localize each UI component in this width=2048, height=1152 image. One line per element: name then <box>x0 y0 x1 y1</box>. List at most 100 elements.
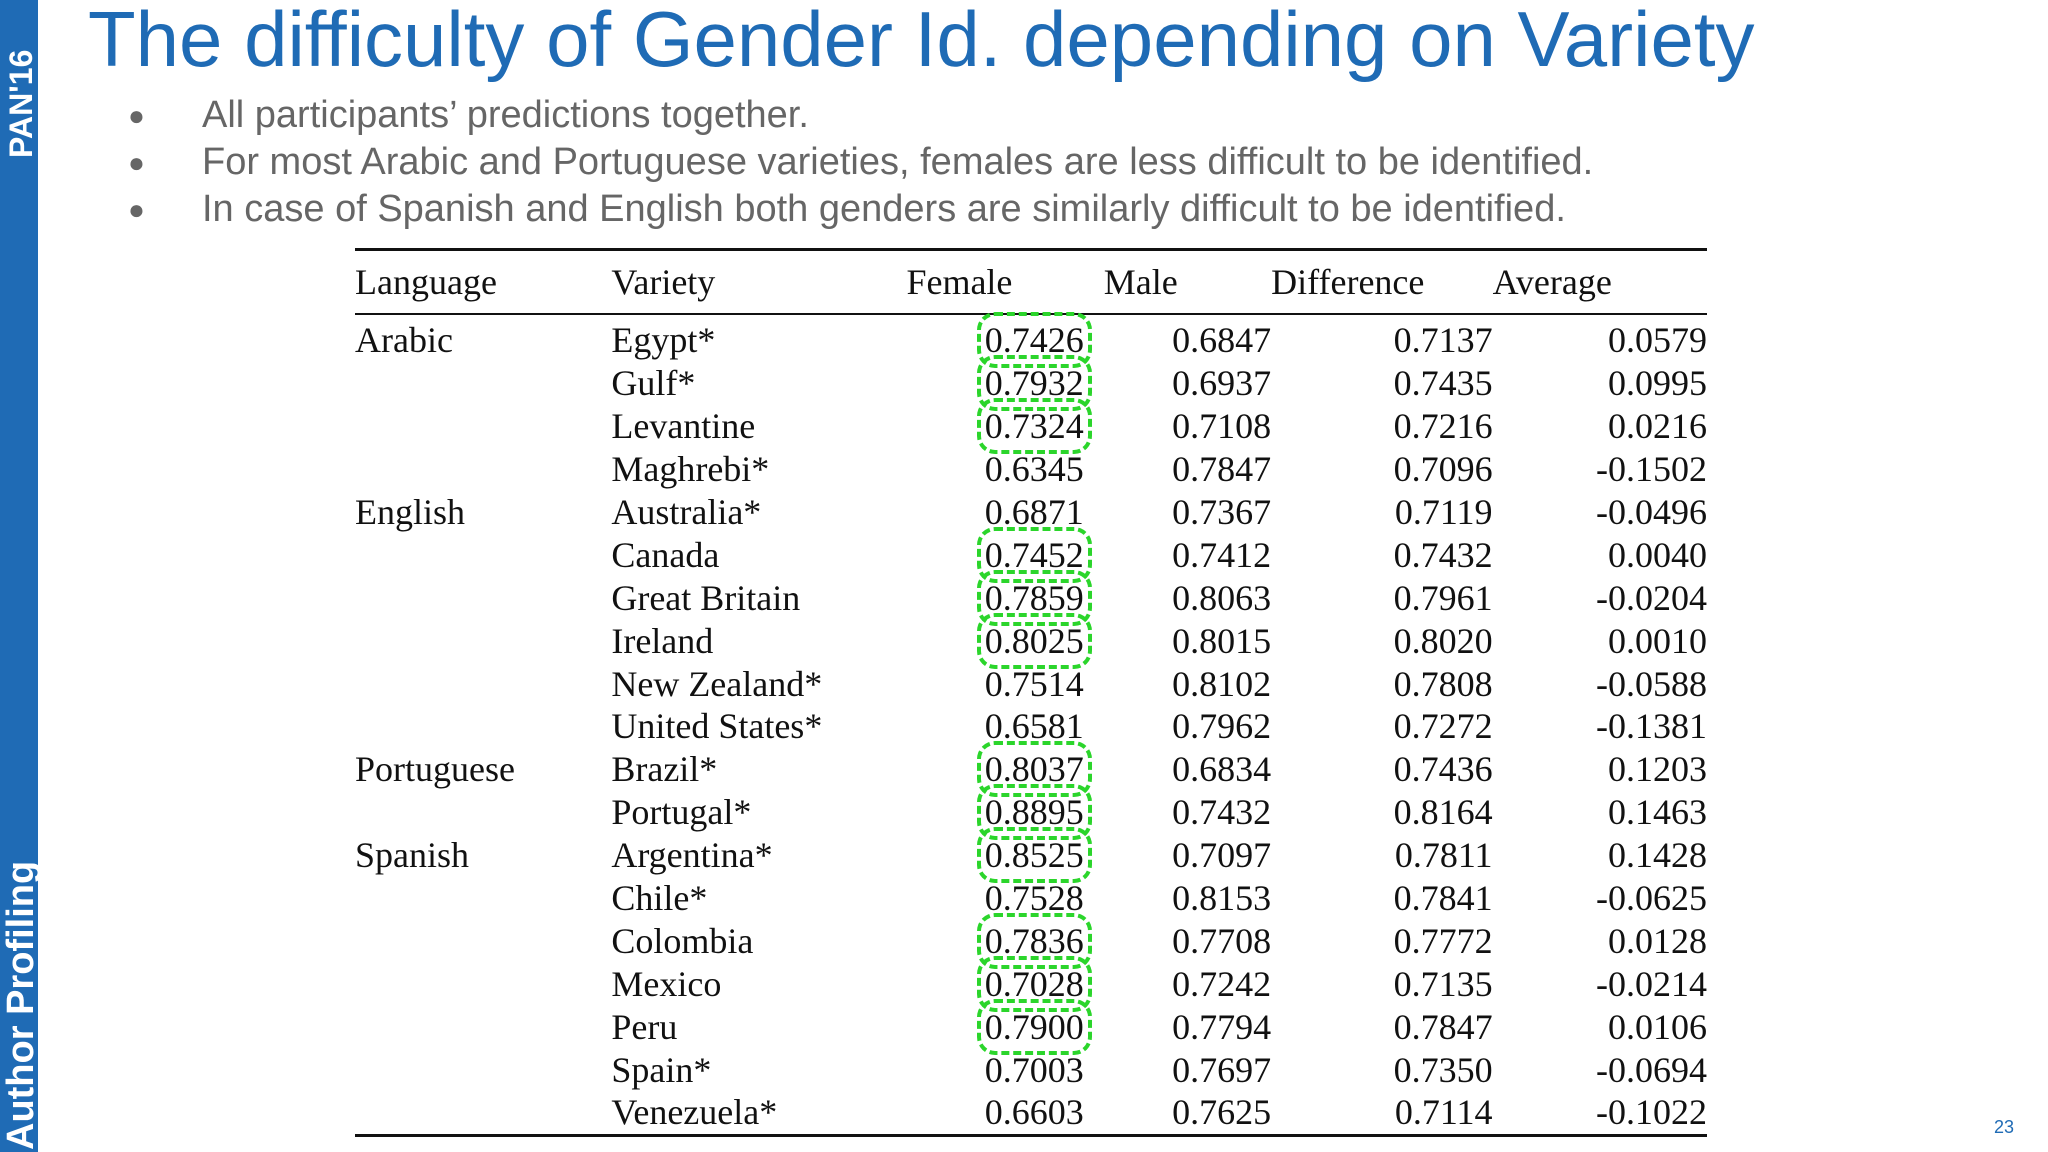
cell-female: 0.8025 <box>906 612 1103 669</box>
cell-average: -0.0588 <box>1493 662 1707 705</box>
cell-average-text: 0.1203 <box>1608 749 1707 790</box>
cell-average: -0.0625 <box>1493 877 1707 920</box>
cell-average-text: 0.0995 <box>1608 363 1707 404</box>
cell-language <box>355 576 611 619</box>
cell-average-text: -0.0204 <box>1596 577 1707 618</box>
cell-female: 0.7528 <box>906 877 1103 920</box>
cell-female-text: 0.7028 <box>976 955 1092 1012</box>
cell-variety-text: New Zealand* <box>611 663 823 704</box>
conference-label: PAN'16 <box>3 49 39 158</box>
cell-variety-text: Colombia <box>611 920 754 961</box>
cell-female-text: 0.7514 <box>984 663 1084 704</box>
results-table-container: Language Variety Female Male Difference … <box>355 248 1707 1137</box>
sidebar: PAN'16 Author Profiling <box>0 0 42 1152</box>
cell-average-text: 0.0106 <box>1608 1006 1707 1047</box>
cell-male-text: 0.7432 <box>1172 792 1272 833</box>
cell-female: 0.8525 <box>906 827 1103 884</box>
cell-language <box>355 1048 611 1091</box>
cell-female-text: 0.8037 <box>976 741 1092 798</box>
cell-average: -0.1502 <box>1493 448 1707 491</box>
cell-variety: Mexico <box>611 962 906 1005</box>
cell-male: 0.8015 <box>1104 619 1271 662</box>
cell-language: Arabic <box>355 314 611 362</box>
cell-language <box>355 877 611 920</box>
cell-difference: 0.7137 <box>1271 314 1493 362</box>
cell-female: 0.8037 <box>906 741 1103 798</box>
cell-average-text: -0.1502 <box>1596 449 1707 490</box>
cell-male-text: 0.6834 <box>1172 749 1272 790</box>
table-row: United States* 0.6581 0.7962 0.7272 -0.1381 <box>355 705 1707 748</box>
cell-variety: Brazil* <box>611 748 906 791</box>
cell-difference: 0.7114 <box>1271 1091 1493 1135</box>
cell-male: 0.7367 <box>1104 491 1271 534</box>
cell-female-text: 0.8025 <box>976 612 1092 669</box>
cell-variety: Ireland <box>611 619 906 662</box>
table-row: Levantine 0.7324 0.7108 0.7216 0.0216 <box>355 398 1707 455</box>
cell-difference: 0.7432 <box>1271 533 1493 576</box>
cell-female-text: 0.7324 <box>976 398 1092 455</box>
table-row: Colombia 0.7836 0.7708 0.7772 0.0128 <box>355 912 1707 969</box>
cell-average-text: 0.1428 <box>1608 835 1707 876</box>
slide-title: The difficulty of Gender Id. depending o… <box>88 0 1755 83</box>
cell-female: 0.8895 <box>906 784 1103 841</box>
cell-difference: 0.7961 <box>1271 576 1493 619</box>
table-row: Spanish Argentina* 0.8525 0.7097 0.7811 0.142… <box>355 827 1707 884</box>
cell-variety: New Zealand* <box>611 662 906 705</box>
cell-male-text: 0.7412 <box>1172 534 1272 575</box>
cell-male-text: 0.7697 <box>1172 1049 1272 1090</box>
bullet-text: In case of Spanish and English both gend… <box>202 188 1566 230</box>
cell-difference: 0.7216 <box>1271 405 1493 448</box>
cell-female: 0.7003 <box>906 1048 1103 1091</box>
cell-male: 0.8153 <box>1104 877 1271 920</box>
cell-variety: Peru <box>611 1005 906 1048</box>
header-average: Average <box>1492 262 1612 302</box>
bullet-item: ● All participants’ predictions together. <box>128 92 1593 139</box>
cell-average: 0.0010 <box>1493 619 1707 662</box>
cell-variety: United States* <box>611 705 906 748</box>
cell-variety: Colombia <box>611 919 906 962</box>
cell-language <box>355 448 611 491</box>
table-header-row: Language Variety Female Male Difference … <box>355 249 1707 314</box>
cell-difference-text: 0.7432 <box>1393 534 1493 575</box>
cell-difference-text: 0.7772 <box>1393 920 1493 961</box>
cell-female-text: 0.8525 <box>976 827 1092 884</box>
cell-female: 0.7514 <box>906 662 1103 705</box>
cell-male: 0.7097 <box>1104 834 1271 877</box>
cell-female-text: 0.8895 <box>976 784 1092 841</box>
cell-difference: 0.7135 <box>1271 962 1493 1005</box>
cell-female-text: 0.7932 <box>976 355 1092 412</box>
table-body: Arabic Egypt* 0.7426 0.6847 0.7137 0.0579 Gulf… <box>355 312 1707 1136</box>
cell-male: 0.7708 <box>1104 919 1271 962</box>
cell-male: 0.7432 <box>1104 791 1271 834</box>
cell-language <box>355 533 611 576</box>
cell-male-text: 0.6937 <box>1172 363 1272 404</box>
cell-variety-text: Brazil* <box>611 749 718 790</box>
cell-average-text: -0.0214 <box>1596 963 1707 1004</box>
cell-difference: 0.7436 <box>1271 748 1493 791</box>
cell-average-text: -0.0694 <box>1596 1049 1707 1090</box>
cell-variety-text: Peru <box>611 1006 678 1047</box>
cell-average: 0.0106 <box>1493 1005 1707 1048</box>
cell-female-text: 0.6603 <box>984 1092 1084 1133</box>
cell-language-text: Portuguese <box>355 749 515 790</box>
cell-language-text: English <box>355 492 466 532</box>
cell-average-text: -0.0588 <box>1596 663 1707 704</box>
cell-difference-text: 0.7216 <box>1393 406 1493 447</box>
cell-language <box>355 1005 611 1048</box>
cell-variety-text: Canada <box>611 534 720 575</box>
cell-male-text: 0.7108 <box>1172 406 1272 447</box>
cell-male-text: 0.7625 <box>1172 1092 1272 1133</box>
cell-female: 0.7324 <box>906 398 1103 455</box>
cell-average: -0.0214 <box>1493 962 1707 1005</box>
cell-language <box>355 662 611 705</box>
cell-difference-text: 0.7961 <box>1393 577 1493 618</box>
cell-female: 0.7452 <box>906 526 1103 583</box>
header-variety: Variety <box>611 262 716 302</box>
cell-female-text: 0.7528 <box>984 878 1084 919</box>
cell-language: English <box>355 491 611 534</box>
cell-female-text: 0.7003 <box>984 1049 1084 1090</box>
bullet-list: ● All participants’ predictions together.… <box>128 92 1593 233</box>
cell-variety-text: Great Britain <box>611 577 801 618</box>
cell-variety-text: Gulf* <box>611 363 696 404</box>
cell-male-text: 0.7794 <box>1172 1006 1272 1047</box>
